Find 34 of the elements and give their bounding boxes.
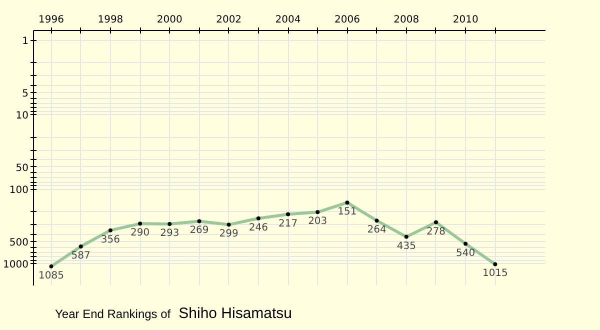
- data-label: 293: [160, 228, 180, 240]
- data-label: 356: [100, 234, 120, 246]
- data-label: 278: [426, 226, 446, 238]
- line-series: [49, 200, 498, 268]
- y-tick-label: 500: [9, 237, 29, 248]
- x-tick-label: 2004: [275, 14, 301, 26]
- y-tick-label: 1000: [3, 260, 29, 271]
- text: Year End Rankings of: [55, 307, 171, 321]
- text: Shiho Hisamatsu: [178, 305, 292, 322]
- data-label: 217: [278, 218, 298, 230]
- y-tick-label: 5: [22, 88, 29, 100]
- x-tick-label: 1996: [38, 14, 64, 26]
- data-label: 1015: [482, 268, 508, 280]
- x-tick-label: 2008: [394, 14, 420, 26]
- x-tick-label: 2010: [452, 14, 478, 26]
- x-tick-label: 2006: [334, 14, 360, 26]
- data-label: 264: [367, 224, 386, 236]
- data-label: 290: [130, 228, 150, 239]
- data-label: 299: [219, 228, 238, 240]
- y-tick-label: 50: [16, 162, 29, 174]
- y-tick-label: 100: [9, 185, 29, 196]
- data-label: 1085: [38, 270, 64, 282]
- y-tick-label: 10: [16, 110, 29, 122]
- data-label: 587: [71, 250, 90, 262]
- data-label: 203: [308, 216, 328, 228]
- x-tick-label: 2002: [216, 14, 242, 26]
- data-label: 246: [248, 222, 268, 234]
- data-label: 540: [456, 248, 476, 259]
- x-tick-label: 1998: [98, 14, 124, 26]
- data-label: 435: [396, 240, 416, 252]
- data-label: 269: [190, 225, 209, 236]
- y-tick-label: 1: [22, 36, 29, 48]
- x-tick-label: 2000: [156, 14, 182, 26]
- data-label: 151: [338, 206, 357, 218]
